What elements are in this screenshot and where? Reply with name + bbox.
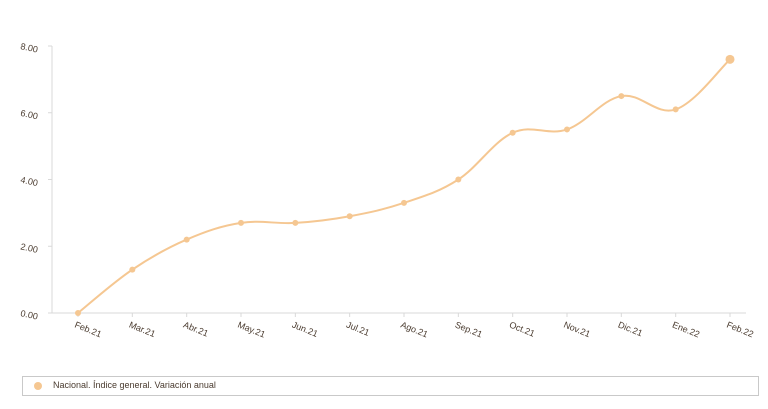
x-tick-label: Ene.22	[671, 320, 701, 340]
x-tick-label: Feb.22	[725, 320, 755, 340]
data-point	[455, 176, 462, 183]
chart-legend: Nacional. Índice general. Variación anua…	[22, 376, 759, 396]
x-tick-label: Dic.21	[617, 320, 644, 339]
data-point	[564, 126, 570, 133]
data-point	[618, 93, 625, 100]
x-tick-label: Mar.21	[128, 320, 157, 340]
legend-label: Nacional. Índice general. Variación anua…	[53, 380, 216, 390]
y-tick-label: 0.00	[20, 308, 39, 321]
data-point	[725, 54, 735, 64]
series-line	[77, 58, 731, 314]
legend-marker-icon	[34, 382, 42, 390]
data-point	[672, 106, 679, 113]
x-tick-label: May.21	[236, 320, 267, 340]
x-tick-label: Sep.21	[454, 320, 484, 340]
y-tick-label: 8.00	[20, 41, 39, 54]
x-tick-label: Jul.21	[345, 320, 371, 338]
y-tick-label: 2.00	[20, 241, 39, 254]
x-axis: Feb.21 Mar.21 Abr.21 May.21 Jun.21 Jul.21 Ago.…	[52, 312, 755, 340]
data-point	[509, 129, 516, 136]
x-tick-label: Jun.21	[291, 320, 320, 339]
data-point	[183, 236, 190, 243]
y-tick-label: 4.00	[20, 175, 39, 188]
x-tick-label: Oct.21	[508, 320, 536, 339]
data-point	[346, 213, 353, 220]
y-axis: 0.00 2.00 4.00 6.00 8.00	[20, 41, 53, 322]
x-tick-label: Feb.21	[73, 320, 103, 340]
data-point	[238, 219, 244, 226]
data-point	[75, 310, 81, 316]
data-point	[129, 266, 136, 273]
data-point	[292, 219, 299, 226]
y-tick-label: 6.00	[20, 108, 39, 121]
series-layer	[75, 54, 735, 316]
data-point	[401, 199, 407, 206]
x-tick-label: Nov.21	[562, 320, 592, 340]
x-tick-label: Ago.21	[399, 320, 429, 340]
x-tick-label: Abr.21	[182, 320, 210, 339]
